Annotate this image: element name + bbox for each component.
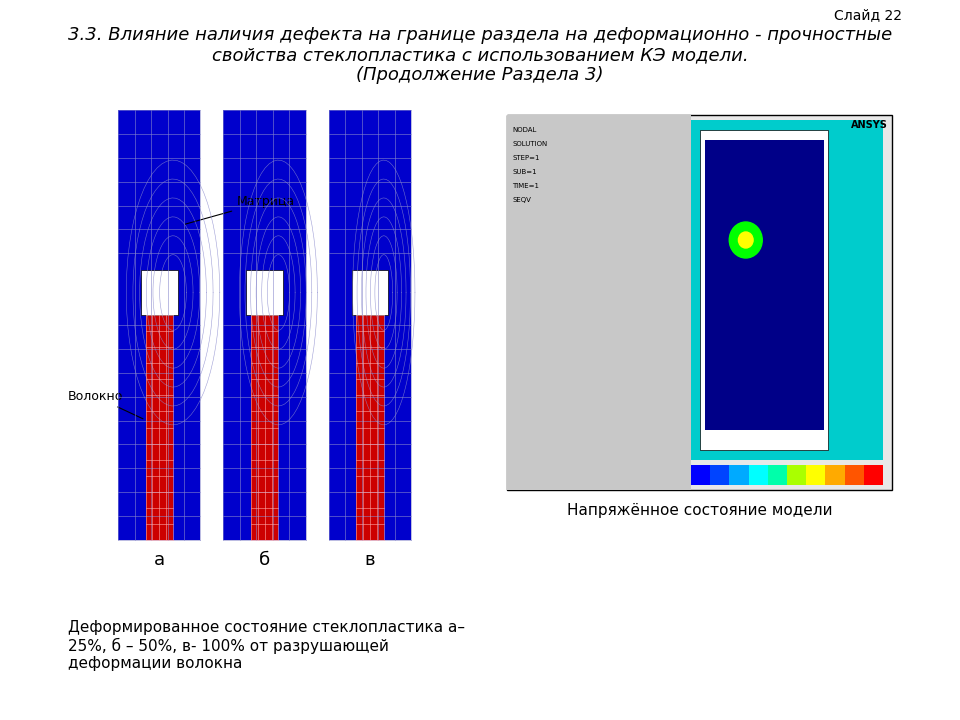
- Text: а: а: [154, 551, 165, 569]
- Text: Матрица: Матрица: [185, 195, 296, 224]
- FancyBboxPatch shape: [749, 465, 768, 485]
- FancyBboxPatch shape: [787, 465, 806, 485]
- Text: 3.3. Влияние наличия дефекта на границе раздела на деформационно - прочностные: 3.3. Влияние наличия дефекта на границе …: [68, 26, 892, 44]
- FancyBboxPatch shape: [141, 270, 178, 315]
- FancyBboxPatch shape: [351, 270, 389, 315]
- FancyBboxPatch shape: [806, 465, 826, 485]
- Text: TIME=1: TIME=1: [512, 183, 540, 189]
- FancyBboxPatch shape: [691, 120, 883, 460]
- FancyBboxPatch shape: [328, 110, 411, 540]
- Text: Слайд 22: Слайд 22: [833, 8, 901, 22]
- Text: Напряжённое состояние модели: Напряжённое состояние модели: [567, 503, 832, 518]
- FancyBboxPatch shape: [508, 115, 691, 490]
- FancyBboxPatch shape: [705, 140, 824, 430]
- FancyBboxPatch shape: [691, 465, 710, 485]
- Text: STEP=1: STEP=1: [512, 155, 540, 161]
- Text: свойства стеклопластика с использованием КЭ модели.: свойства стеклопластика с использованием…: [212, 46, 748, 64]
- Text: SOLUTION: SOLUTION: [512, 141, 547, 147]
- Text: б: б: [259, 551, 271, 569]
- FancyBboxPatch shape: [118, 110, 201, 540]
- FancyBboxPatch shape: [864, 465, 883, 485]
- FancyBboxPatch shape: [247, 270, 283, 315]
- Text: ANSYS: ANSYS: [851, 120, 888, 130]
- FancyBboxPatch shape: [508, 115, 893, 490]
- Text: NODAL: NODAL: [512, 127, 537, 133]
- Text: в: в: [365, 551, 375, 569]
- FancyBboxPatch shape: [251, 315, 278, 540]
- Circle shape: [730, 222, 762, 258]
- Text: SUB=1: SUB=1: [512, 169, 537, 175]
- Circle shape: [738, 232, 753, 248]
- Text: SEQV: SEQV: [512, 197, 531, 203]
- FancyBboxPatch shape: [700, 130, 828, 450]
- FancyBboxPatch shape: [710, 465, 730, 485]
- FancyBboxPatch shape: [730, 465, 749, 485]
- Text: Деформированное состояние стеклопластика а–
25%, б – 50%, в- 100% от разрушающей: Деформированное состояние стеклопластика…: [67, 620, 465, 671]
- Text: Волокно: Волокно: [67, 390, 143, 419]
- FancyBboxPatch shape: [768, 465, 787, 485]
- FancyBboxPatch shape: [826, 465, 845, 485]
- FancyBboxPatch shape: [845, 465, 864, 485]
- FancyBboxPatch shape: [224, 110, 306, 540]
- FancyBboxPatch shape: [356, 315, 384, 540]
- Text: (Продолжение Раздела 3): (Продолжение Раздела 3): [356, 66, 604, 84]
- FancyBboxPatch shape: [146, 315, 173, 540]
